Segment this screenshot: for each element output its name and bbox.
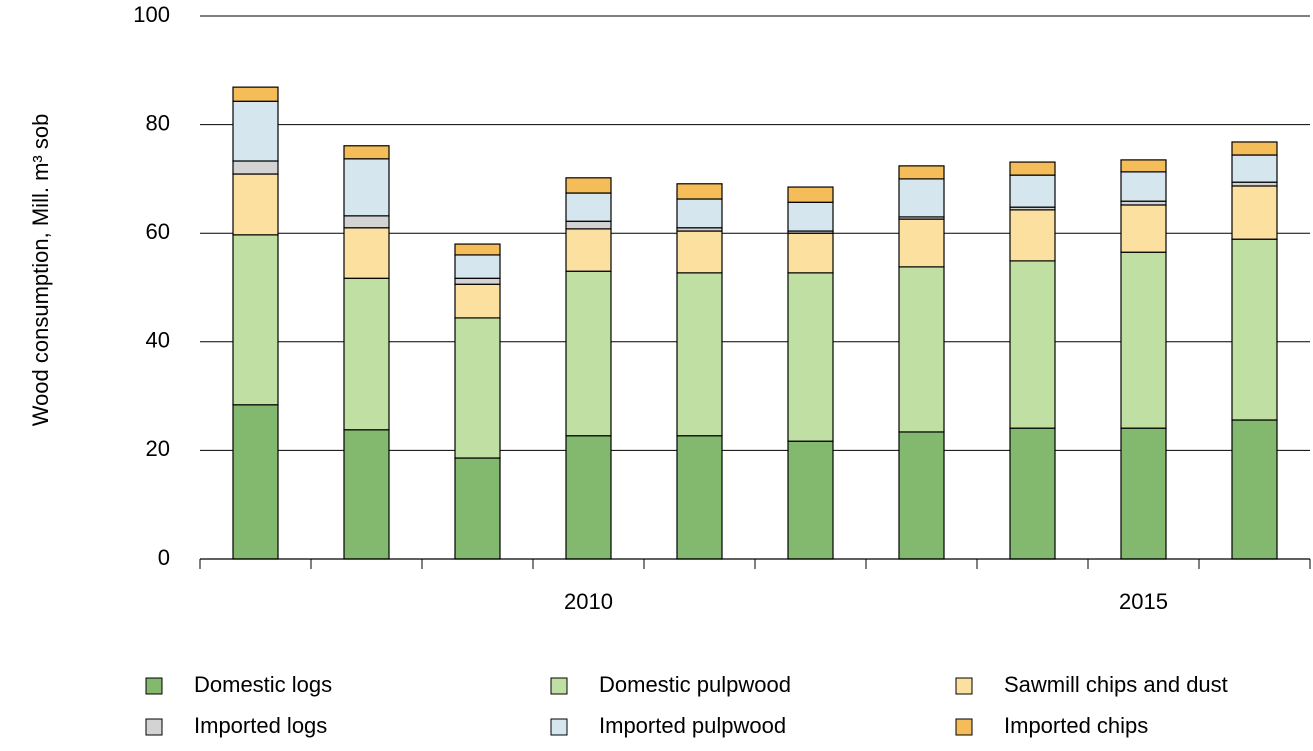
bar-segment [1120, 251, 1167, 429]
legend-swatch [955, 677, 973, 695]
y-tick-label: 40 [146, 328, 170, 353]
bar-segment [343, 277, 390, 431]
legend-label: Imported logs [194, 713, 327, 738]
bar-segment [1009, 427, 1056, 560]
bar-segment [565, 177, 612, 194]
bar-segment [1231, 141, 1278, 156]
bar-segment [787, 201, 834, 232]
bar-segment [898, 218, 945, 268]
bar-segment [898, 178, 945, 218]
legend-swatch [145, 718, 163, 736]
bar-segment [565, 220, 612, 230]
legend-label: Imported chips [1004, 713, 1148, 738]
y-tick-label: 20 [146, 436, 170, 461]
bar-segment [1231, 154, 1278, 183]
x-tick-label: 2010 [564, 589, 613, 614]
bar-segment [565, 228, 612, 272]
bar-segment [454, 283, 501, 319]
bar-segment [232, 234, 279, 406]
legend-label: Imported pulpwood [599, 713, 786, 738]
bar-segment [676, 198, 723, 229]
bar-segment [1231, 419, 1278, 560]
bar-segment [343, 145, 390, 160]
legend-label: Domestic pulpwood [599, 672, 791, 697]
legend-label: Domestic logs [194, 672, 332, 697]
bar-segment [232, 173, 279, 236]
bar-segment [898, 431, 945, 560]
bar-segment [232, 100, 279, 162]
bar-segment [676, 230, 723, 274]
bar-segment [343, 158, 390, 217]
bar-segment [898, 266, 945, 433]
bar-segment [565, 270, 612, 437]
y-tick-label: 80 [146, 110, 170, 135]
bar-segment [232, 160, 279, 175]
bar-segment [1120, 159, 1167, 173]
bar-segment [565, 192, 612, 222]
bar-segment [676, 183, 723, 200]
bar-segment [454, 243, 501, 256]
bar-segment [454, 317, 501, 459]
bar-segment [343, 215, 390, 229]
bar-segment [787, 272, 834, 442]
legend-swatch [955, 718, 973, 736]
bar-segment [1009, 260, 1056, 429]
bar-segment [232, 86, 279, 102]
legend-swatch [145, 677, 163, 695]
bar-segment [898, 165, 945, 180]
y-tick-label: 100 [133, 2, 170, 27]
legend-swatch [550, 677, 568, 695]
bar-segment [1120, 171, 1167, 202]
bar-segment [676, 272, 723, 437]
bar-segment [787, 440, 834, 560]
bar-segment [787, 232, 834, 274]
bar-segment [1009, 161, 1056, 176]
y-tick-label: 60 [146, 219, 170, 244]
bar-segment [565, 435, 612, 560]
legend-swatch [550, 718, 568, 736]
bar-segment [676, 435, 723, 560]
bar-segment [1231, 185, 1278, 240]
bar-segment [343, 429, 390, 560]
bar-segment [1120, 204, 1167, 253]
bar-segment [454, 254, 501, 279]
bar-segment [1231, 238, 1278, 421]
bar-segment [1009, 174, 1056, 208]
y-tick-label: 0 [158, 545, 170, 570]
x-tick-label: 2015 [1119, 589, 1168, 614]
bar-segment [1120, 427, 1167, 560]
bar-segment [1009, 209, 1056, 262]
bar-segment [454, 457, 501, 560]
y-axis-title: Wood consumption, Mill. m³ sob [28, 114, 53, 427]
bar-segment [454, 277, 501, 285]
legend-label: Sawmill chips and dust [1004, 672, 1228, 697]
bar-segment [787, 186, 834, 203]
bar-segment [343, 227, 390, 279]
bar-segment [232, 404, 279, 560]
